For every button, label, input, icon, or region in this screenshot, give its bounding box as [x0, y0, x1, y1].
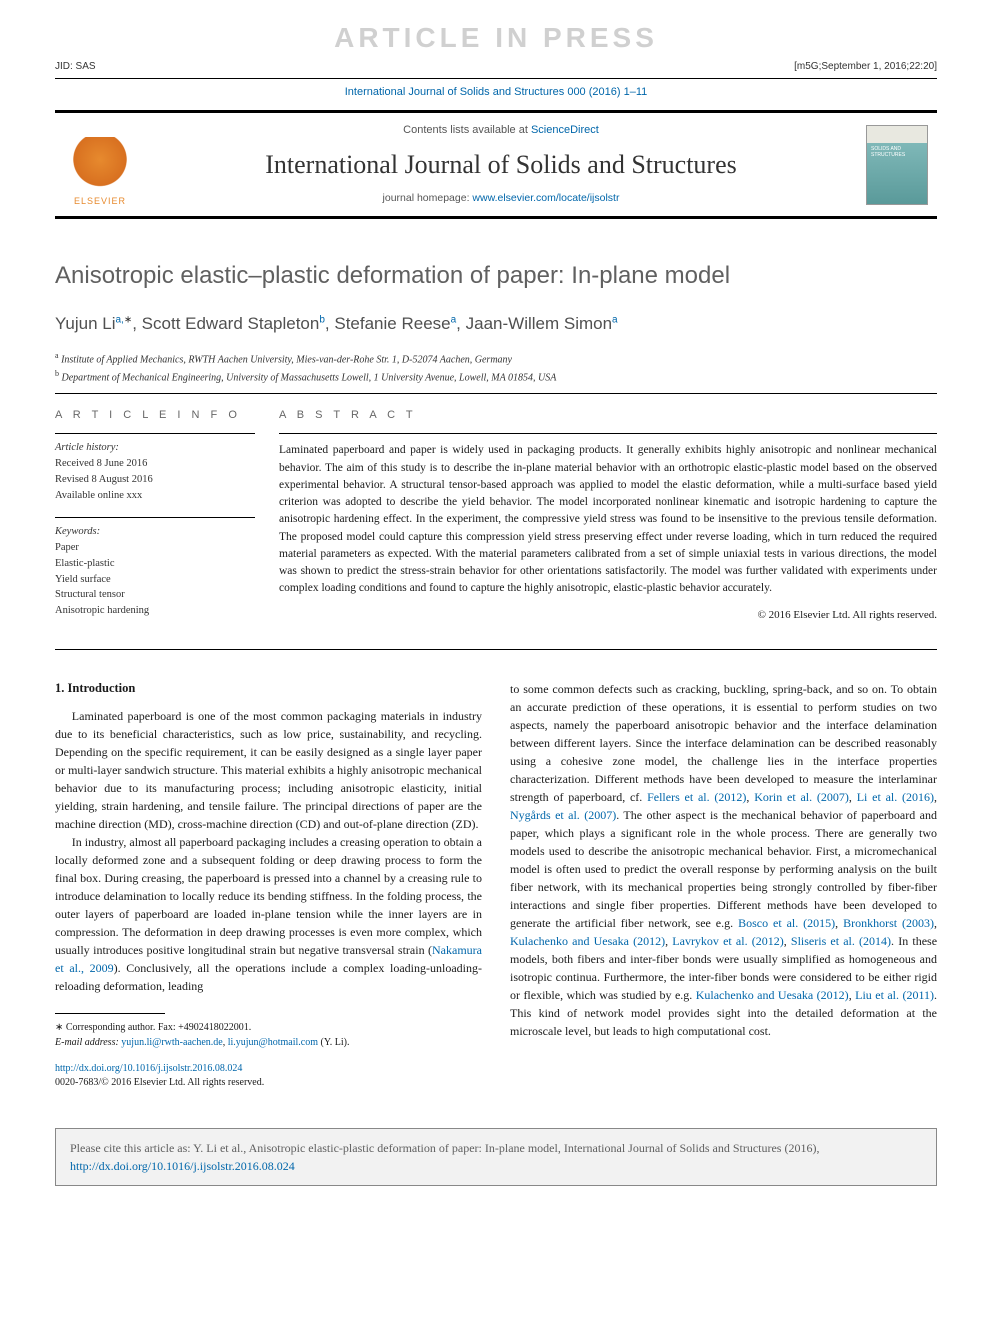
ref-fellers-2012[interactable]: Fellers et al. (2012): [647, 790, 746, 804]
keywords-label: Keywords:: [55, 524, 255, 540]
divider-below-abstract: [55, 649, 937, 650]
masthead: ELSEVIER Contents lists available at Sci…: [55, 110, 937, 218]
citation-box: Please cite this article as: Y. Li et al…: [55, 1128, 937, 1186]
homepage-label: journal homepage:: [383, 192, 473, 204]
abstract-copyright: © 2016 Elsevier Ltd. All rights reserved…: [279, 608, 937, 623]
p3-text-a: to some common defects such as cracking,…: [510, 682, 937, 804]
elsevier-tree-icon: [72, 137, 128, 193]
citebox-doi-link[interactable]: http://dx.doi.org/10.1016/j.ijsolstr.201…: [70, 1159, 295, 1173]
jid-label: JID: SAS: [55, 60, 96, 74]
ref-bosco-2015[interactable]: Bosco et al. (2015): [738, 916, 835, 930]
footnote-corresponding: ∗ Corresponding author. Fax: +4902418022…: [55, 1020, 482, 1035]
top-rule: [55, 78, 937, 79]
section-1-heading: 1. Introduction: [55, 680, 482, 698]
ref-lavrykov-2012[interactable]: Lavrykov et al. (2012): [672, 934, 783, 948]
keyword-4: Structural tensor: [55, 587, 255, 603]
affiliation-b-text: Department of Mechanical Engineering, Un…: [62, 372, 557, 383]
contents-list-label: Contents lists available at: [403, 124, 531, 136]
elsevier-wordmark: ELSEVIER: [74, 195, 126, 208]
ref-li-2016[interactable]: Li et al. (2016): [857, 790, 934, 804]
article-info-heading: A R T I C L E I N F O: [55, 408, 255, 423]
author-2: , Scott Edward Stapleton: [132, 314, 319, 333]
ref-bronkhorst-2003[interactable]: Bronkhorst (2003): [843, 916, 934, 930]
author-email-2[interactable]: li.yujun@hotmail.com: [228, 1037, 318, 1048]
history-received: Received 8 June 2016: [55, 456, 255, 472]
intro-para-3: to some common defects such as cracking,…: [510, 680, 937, 1040]
email-label: E-mail address:: [55, 1037, 121, 1048]
author-1-affil: a,: [116, 315, 124, 326]
ref-korin-2007[interactable]: Korin et al. (2007): [754, 790, 849, 804]
p3-text-b: . The other aspect is the mechanical beh…: [510, 808, 937, 930]
timestamp-label: [m5G;September 1, 2016;22:20]: [794, 60, 937, 74]
elsevier-logo: ELSEVIER: [61, 130, 139, 208]
intro-para-1: Laminated paperboard is one of the most …: [55, 707, 482, 833]
history-online: Available online xxx: [55, 488, 255, 504]
divider-above-info: [55, 393, 937, 394]
history-label: Article history:: [55, 440, 255, 456]
affiliation-a: a Institute of Applied Mechanics, RWTH A…: [55, 350, 937, 367]
authors-line: Yujun Lia,∗, Scott Edward Stapletonb, St…: [55, 312, 937, 336]
article-title: Anisotropic elastic–plastic deformation …: [55, 259, 937, 293]
author-3: , Stefanie Reese: [325, 314, 451, 333]
ref-nygards-2007[interactable]: Nygårds et al. (2007): [510, 808, 616, 822]
author-4-affil: a: [612, 315, 618, 326]
author-4: , Jaan-Willem Simon: [456, 314, 612, 333]
author-email-1[interactable]: yujun.li@rwth-aachen.de: [121, 1037, 222, 1048]
homepage-link[interactable]: www.elsevier.com/locate/ijsolstr: [472, 192, 619, 204]
abstract-text: Laminated paperboard and paper is widely…: [279, 442, 937, 597]
keyword-1: Paper: [55, 540, 255, 556]
affiliation-a-text: Institute of Applied Mechanics, RWTH Aac…: [61, 355, 512, 366]
keyword-2: Elastic-plastic: [55, 556, 255, 572]
citebox-text: Please cite this article as: Y. Li et al…: [70, 1141, 819, 1155]
ref-liu-2011[interactable]: Liu et al. (2011): [855, 988, 934, 1002]
journal-name: International Journal of Solids and Stru…: [153, 147, 849, 183]
ref-sliseris-2014[interactable]: Sliseris et al. (2014): [791, 934, 891, 948]
doi-link[interactable]: http://dx.doi.org/10.1016/j.ijsolstr.201…: [55, 1063, 242, 1074]
ref-kulachenko-2012-a[interactable]: Kulachenko and Uesaka (2012): [510, 934, 665, 948]
watermark-text: ARTICLE IN PRESS: [0, 18, 992, 57]
journal-cover-thumbnail: SOLIDS AND STRUCTURES: [866, 125, 928, 205]
issn-copyright: 0020-7683/© 2016 Elsevier Ltd. All right…: [55, 1077, 264, 1088]
author-1-corr-star: ∗: [124, 315, 132, 326]
abstract-heading: A B S T R A C T: [279, 408, 937, 423]
cover-text: SOLIDS AND STRUCTURES: [871, 146, 927, 158]
abstract-top-rule: [279, 433, 937, 434]
history-revised: Revised 8 August 2016: [55, 472, 255, 488]
keyword-5: Anisotropic hardening: [55, 603, 255, 619]
intro-para-2: In industry, almost all paperboard packa…: [55, 833, 482, 995]
affiliation-b: b Department of Mechanical Engineering, …: [55, 368, 937, 385]
ref-kulachenko-2012-b[interactable]: Kulachenko and Uesaka (2012): [696, 988, 849, 1002]
keyword-3: Yield surface: [55, 572, 255, 588]
header-citation-link[interactable]: International Journal of Solids and Stru…: [345, 86, 648, 98]
email-suffix: (Y. Li).: [318, 1037, 349, 1048]
sciencedirect-link[interactable]: ScienceDirect: [531, 124, 599, 136]
intro-p2-text-b: ). Conclusively, all the operations incl…: [55, 961, 482, 993]
footnote-separator: [55, 1013, 165, 1014]
author-1: Yujun Li: [55, 314, 116, 333]
intro-p2-text-a: In industry, almost all paperboard packa…: [55, 835, 482, 957]
